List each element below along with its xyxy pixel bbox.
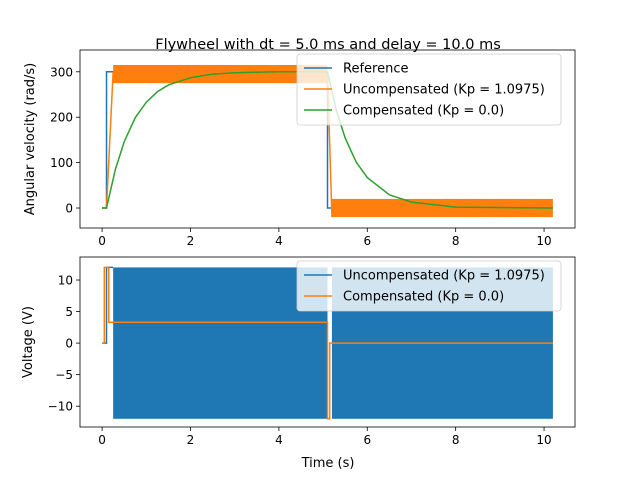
bottom-axes: 0 2 4 6 8 10 −10 −5 0 5 10 Uncompensated (Kp = 1.09…	[48, 256, 576, 447]
y-tick-label: 300	[50, 65, 73, 79]
top-y-axis-label: Angular velocity (rad/s)	[23, 63, 38, 215]
legend-entry: Uncompensated (Kp = 1.0975)	[343, 269, 545, 284]
x-tick-label: 4	[275, 433, 283, 447]
x-tick-label: 2	[187, 433, 195, 447]
x-tick-label: 0	[98, 433, 106, 447]
series-1	[102, 266, 553, 420]
y-tick-label: 100	[50, 156, 73, 170]
x-tick-label: 10	[536, 234, 551, 248]
legend-entry: Compensated (Kp = 0.0)	[343, 104, 504, 119]
y-tick-label: 10	[58, 274, 73, 288]
x-tick-label: 6	[363, 433, 371, 447]
x-tick-label: 8	[452, 433, 460, 447]
x-tick-label: 6	[363, 234, 371, 248]
chart-title: Flywheel with dt = 5.0 ms and delay = 10…	[155, 37, 501, 53]
x-tick-label: 8	[452, 234, 460, 248]
legend-box	[296, 53, 562, 126]
oscillation-band	[113, 267, 328, 419]
x-tick-label: 2	[187, 234, 195, 248]
x-tick-label: 4	[275, 234, 283, 248]
y-tick-label: 5	[65, 305, 73, 319]
y-tick-label: −5	[55, 368, 73, 382]
y-tick-label: −10	[48, 400, 73, 414]
x-axis-label: Time (s)	[301, 456, 355, 471]
series-line	[102, 71, 553, 209]
legend-entry: Reference	[343, 62, 408, 77]
series-2	[102, 71, 553, 209]
y-tick-label: 0	[65, 202, 73, 216]
axes-frame	[79, 256, 576, 428]
x-tick-label: 10	[536, 433, 551, 447]
axes-frame	[79, 49, 576, 229]
legend-box	[296, 260, 562, 312]
legend: Reference Uncompensated (Kp = 1.0975) Comp…	[296, 53, 562, 126]
legend-entry: Compensated (Kp = 0.0)	[343, 290, 504, 305]
plot-area	[102, 64, 553, 218]
legend-entry: Uncompensated (Kp = 1.0975)	[343, 83, 545, 98]
series-line	[102, 266, 553, 420]
oscillation-band	[331, 198, 553, 218]
y-tick-label: 0	[65, 337, 73, 351]
bottom-y-axis-label: Voltage (V)	[21, 306, 36, 378]
x-tick-label: 0	[98, 234, 106, 248]
y-tick-label: 200	[50, 111, 73, 125]
legend: Uncompensated (Kp = 1.0975) Compensated (…	[296, 260, 562, 312]
